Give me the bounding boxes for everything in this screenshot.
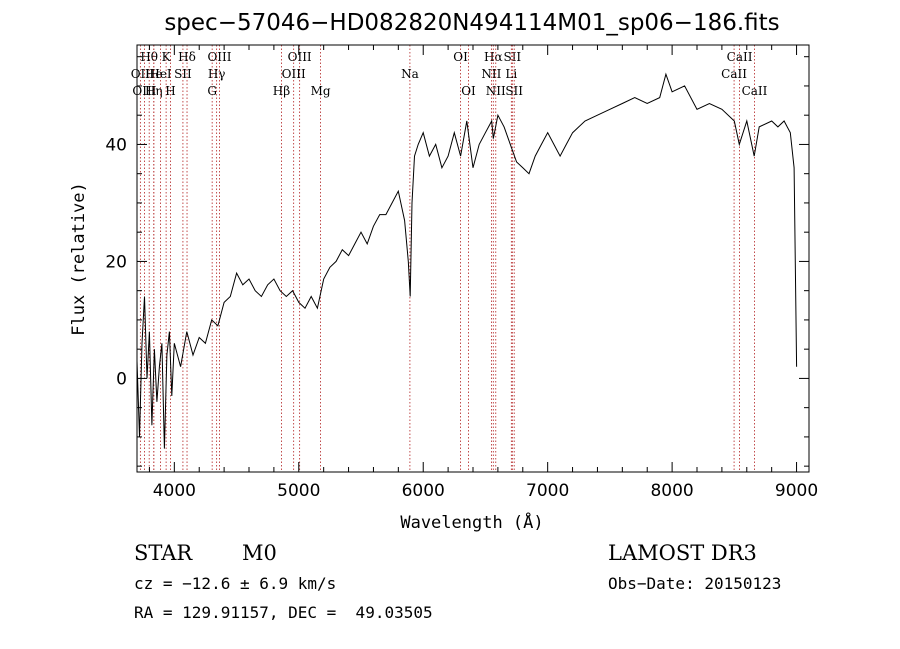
x-tick-label: 9000 [775,481,818,501]
x-tick-label: 4000 [153,481,196,501]
spectral-line-label: Hα [484,50,503,64]
x-tick-label: 8000 [650,481,693,501]
spectral-line-label: SII [505,84,523,98]
survey-name: LAMOST DR3 [608,541,757,565]
spectral-line-label: SII [503,50,521,64]
spectral-line-label: OII [131,67,151,81]
spectral-line-label: CaII [721,67,747,81]
spectral-line-label: Hγ [208,67,226,81]
spectral-line-label: Na [401,67,419,81]
redshift-readout: cz = −12.6 ± 6.9 km/s [134,574,337,593]
coordinates-readout: RA = 129.91157, DEC = 49.03505 [134,603,433,622]
spectral-line-label: Hη [145,84,163,98]
y-tick-label: 20 [105,252,127,272]
spectral-line-label: Mg [311,84,331,98]
spectrum-series-line [136,72,798,449]
y-tick-label: 40 [105,135,127,155]
spectral-line-label: OI [461,84,476,98]
spectral-line-label: H [165,84,175,98]
spectral-line-label: Hθ [140,50,158,64]
observation-date: Obs−Date: 20150123 [608,574,782,593]
plot-frame [136,44,810,473]
object-class: STAR [134,541,193,565]
chart-title: spec−57046−HD082820N494114M01_sp06−186.f… [164,10,779,36]
spectral-line-label: NII [486,84,506,98]
spectral-line-label: Li [505,67,517,81]
spectral-line-label: G [207,84,217,98]
spectral-line-label: SII [174,67,192,81]
spectral-line-label: OIII [207,50,231,64]
spectral-line-label: OIII [132,84,156,98]
axis-ticks: 4000 5000 6000 7000 8000 9000 0 20 40 [105,45,818,501]
x-axis-label: Wavelength (Å) [400,511,543,533]
x-tick-label: 5000 [277,481,320,501]
y-axis-label: Flux (relative) [69,182,89,336]
spectral-line-label: K [162,50,172,64]
object-subclass: M0 [242,541,277,565]
spectral-line-label: OIII [288,50,312,64]
spectral-line-label: NII [481,67,501,81]
spectral-line-label: OI [453,50,468,64]
spectral-line-label: Hβ [273,84,290,98]
x-tick-label: 7000 [526,481,569,501]
spectral-line-label: Hδ [178,50,196,64]
spectral-line-label: HeI [149,67,172,81]
x-tick-label: 6000 [402,481,445,501]
y-tick-label: 0 [116,369,127,389]
spectral-line-label: OIII [282,67,306,81]
spectral-line-label: CaII [727,50,753,64]
spectral-line-label: CaII [742,84,768,98]
